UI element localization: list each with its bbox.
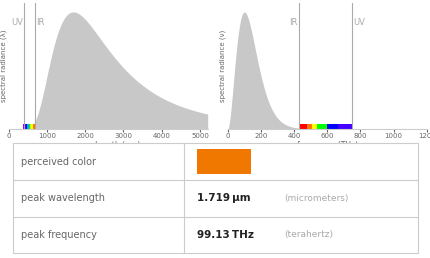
Text: UV: UV [353,18,365,27]
Y-axis label: spectral radiance (ν): spectral radiance (ν) [219,30,226,102]
Text: 99.13 THz: 99.13 THz [196,230,253,240]
Text: (micrometers): (micrometers) [284,194,348,203]
Text: (terahertz): (terahertz) [284,230,333,239]
FancyBboxPatch shape [196,149,251,174]
Text: UV: UV [12,18,24,27]
Text: peak wavelength: peak wavelength [21,193,105,203]
Text: IR: IR [288,18,297,27]
Y-axis label: spectral radiance (λ): spectral radiance (λ) [1,29,7,102]
Text: perceived color: perceived color [21,157,96,167]
Text: 1.719 µm: 1.719 µm [196,193,250,203]
X-axis label: wavelength (nm): wavelength (nm) [75,141,141,150]
FancyBboxPatch shape [13,143,418,253]
Text: IR: IR [36,18,44,27]
X-axis label: frequency (THz): frequency (THz) [296,141,357,150]
Text: peak frequency: peak frequency [21,230,97,240]
